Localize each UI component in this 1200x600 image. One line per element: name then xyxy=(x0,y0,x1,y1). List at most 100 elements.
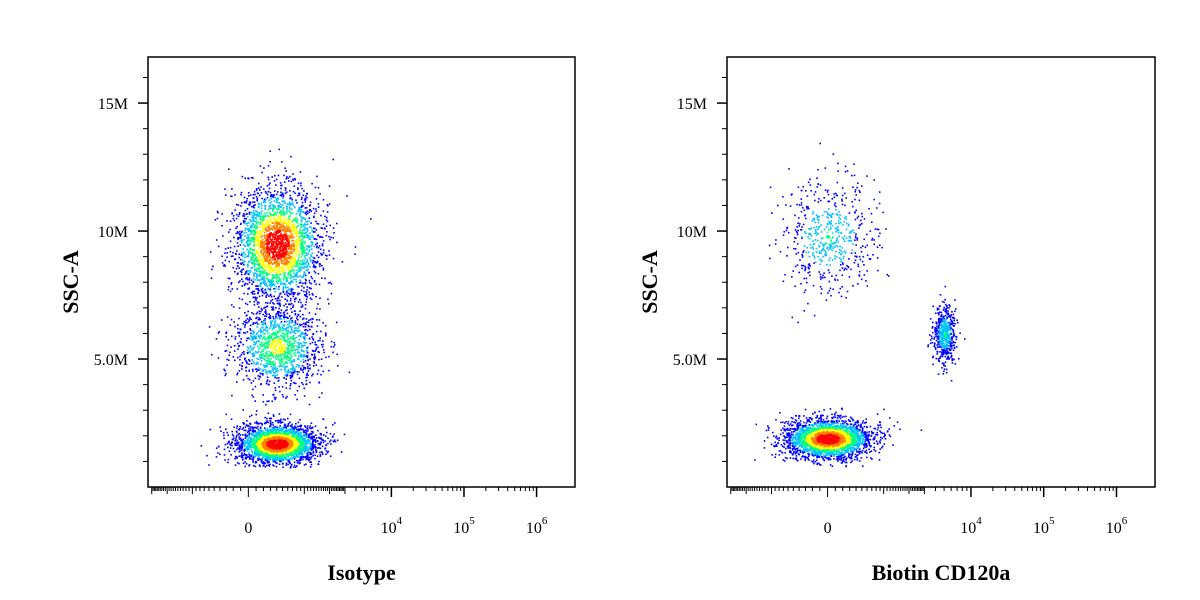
event-dot xyxy=(280,234,282,236)
event-dot xyxy=(276,225,278,228)
event-dot xyxy=(272,194,274,196)
event-dot xyxy=(272,428,275,430)
event-dot xyxy=(272,443,274,445)
event-dot xyxy=(302,456,305,459)
event-dot xyxy=(303,440,306,443)
event-dot xyxy=(260,451,262,453)
event-dot xyxy=(278,215,280,218)
event-dot xyxy=(301,244,303,247)
event-dot xyxy=(300,306,303,308)
event-dot xyxy=(282,250,284,252)
event-dot xyxy=(294,466,297,468)
event-dot xyxy=(277,296,279,299)
event-dot xyxy=(261,453,264,456)
event-dot xyxy=(288,180,290,182)
event-dot xyxy=(250,444,253,446)
event-dot xyxy=(280,267,283,269)
event-dot xyxy=(209,428,211,431)
event-dot xyxy=(304,207,307,209)
event-dot xyxy=(274,434,276,436)
event-dot xyxy=(255,237,257,239)
event-dot xyxy=(261,238,264,241)
event-dot xyxy=(293,269,296,271)
event-dot xyxy=(278,430,280,433)
event-dot xyxy=(250,259,253,261)
event-dot xyxy=(250,239,252,242)
event-dot xyxy=(273,194,275,196)
event-dot xyxy=(256,440,258,442)
event-dot xyxy=(256,227,258,229)
event-dot xyxy=(294,426,296,429)
event-dot xyxy=(276,239,278,241)
event-dot xyxy=(256,243,259,245)
event-dot xyxy=(280,242,283,244)
event-dot xyxy=(269,458,272,460)
event-dot xyxy=(263,272,266,275)
event-dot xyxy=(330,292,333,295)
event-dot xyxy=(270,423,272,425)
event-dot xyxy=(260,288,263,291)
event-dot xyxy=(293,446,295,449)
event-dot xyxy=(263,237,266,239)
event-dot xyxy=(296,431,298,433)
event-dot xyxy=(269,281,272,284)
event-dot xyxy=(275,454,277,457)
event-dot xyxy=(292,190,295,193)
event-dot xyxy=(273,260,276,263)
event-dot xyxy=(275,448,278,450)
event-dot xyxy=(228,440,230,443)
event-dot xyxy=(308,211,311,213)
event-dot xyxy=(222,431,225,434)
event-dot xyxy=(269,237,271,239)
event-dot xyxy=(273,207,276,209)
event-dot xyxy=(292,204,295,207)
event-dot xyxy=(278,295,281,297)
event-dot xyxy=(289,461,291,464)
event-dot xyxy=(257,459,259,461)
event-dot xyxy=(253,190,256,193)
event-dot xyxy=(298,257,300,259)
event-dot xyxy=(313,435,315,437)
event-dot xyxy=(311,430,314,433)
event-dot xyxy=(272,225,275,227)
event-dot xyxy=(266,427,269,430)
event-dot xyxy=(244,441,247,444)
event-dot xyxy=(277,174,280,177)
event-dot xyxy=(281,453,283,456)
event-dot xyxy=(250,220,253,223)
event-dot xyxy=(261,226,263,229)
event-dot xyxy=(274,437,277,439)
event-dot xyxy=(240,234,242,236)
event-dot xyxy=(264,250,267,253)
event-dot xyxy=(291,432,294,435)
event-dot xyxy=(268,242,271,244)
event-dot xyxy=(257,431,259,433)
event-dot xyxy=(232,266,234,269)
event-dot xyxy=(290,431,293,434)
event-dot xyxy=(302,447,305,449)
event-dot xyxy=(236,462,239,464)
event-dot xyxy=(296,425,299,428)
event-dot xyxy=(292,229,294,231)
event-dot xyxy=(288,242,290,244)
event-dot xyxy=(300,437,302,440)
event-dot xyxy=(262,218,265,220)
event-dot xyxy=(303,451,306,454)
event-dot xyxy=(291,198,293,201)
event-dot xyxy=(253,212,256,214)
event-dot xyxy=(253,275,255,277)
event-dot xyxy=(260,439,262,441)
event-dot xyxy=(258,243,261,246)
event-dot xyxy=(265,450,268,452)
event-dot xyxy=(230,454,232,456)
event-dot xyxy=(286,306,288,308)
event-dot xyxy=(269,446,271,449)
event-dot xyxy=(270,446,273,448)
event-dot xyxy=(237,232,239,234)
event-dot xyxy=(305,291,307,293)
event-dot xyxy=(259,453,262,456)
event-dot xyxy=(225,194,227,196)
event-dot xyxy=(270,441,272,444)
event-dot xyxy=(256,222,258,224)
event-dot xyxy=(273,303,275,305)
